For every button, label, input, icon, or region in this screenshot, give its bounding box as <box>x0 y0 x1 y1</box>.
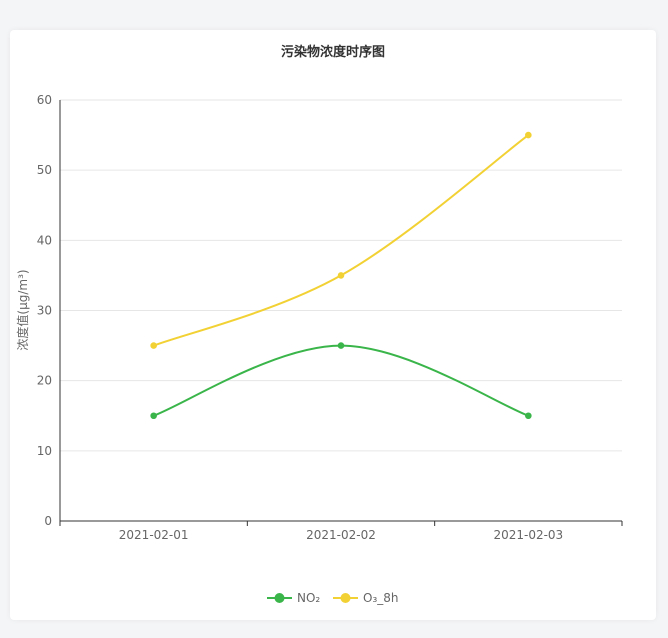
y-tick-label: 0 <box>44 514 52 528</box>
data-point[interactable] <box>525 131 532 139</box>
y-tick-label: 30 <box>37 304 52 318</box>
y-tick-label: 20 <box>37 374 52 388</box>
y-tick-label: 60 <box>37 93 52 107</box>
x-tick-label: 2021-02-02 <box>306 528 376 542</box>
x-tick-labels: 2021-02-01 2021-02-02 2021-02-03 <box>119 528 563 542</box>
y-axis-label: 浓度值(μg/m³) <box>15 269 30 350</box>
legend-label: NO₂ <box>297 591 320 605</box>
data-point[interactable] <box>150 342 157 349</box>
legend-item[interactable]: O₃_8h <box>333 591 399 605</box>
legend[interactable]: NO₂ O₃_8h <box>267 591 399 605</box>
y-tick-label: 10 <box>37 444 52 458</box>
y-tick-label: 50 <box>37 163 52 177</box>
chart-card <box>10 30 656 620</box>
chart-title: 污染物浓度时序图 <box>281 44 385 60</box>
legend-item[interactable]: NO₂ <box>267 591 320 605</box>
x-tick-label: 2021-02-03 <box>493 528 563 542</box>
legend-marker <box>274 593 285 603</box>
data-point[interactable] <box>337 272 345 279</box>
data-point[interactable] <box>150 412 157 420</box>
grid-lines <box>60 99 622 452</box>
y-tick-labels: 0 10 20 30 40 50 60 <box>37 93 52 528</box>
data-point[interactable] <box>337 342 345 349</box>
legend-label: O₃_8h <box>363 591 399 605</box>
axes <box>59 100 623 526</box>
data-point[interactable] <box>525 412 532 420</box>
legend-marker <box>340 593 351 603</box>
y-tick-label: 40 <box>37 233 52 247</box>
x-tick-label: 2021-02-01 <box>119 528 189 542</box>
data-points[interactable] <box>150 131 532 420</box>
